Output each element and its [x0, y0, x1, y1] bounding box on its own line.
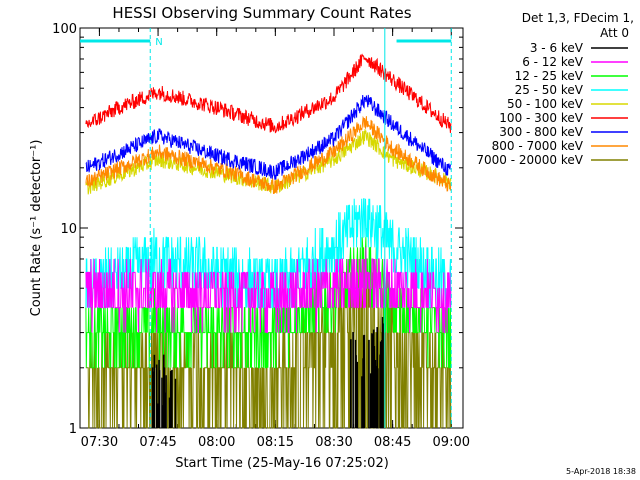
- y-axis-label: Count Rate (s⁻¹ detector⁻¹): [29, 140, 44, 317]
- x-axis-ticks: 07:30 07:45 08:00 08:15 08:30 08:45 09:00: [81, 28, 470, 450]
- x-tick-label: 07:30: [81, 435, 118, 450]
- x-tick-label: 07:45: [139, 435, 176, 450]
- legend-header-line1: Det 1,3, FDecim 1,: [522, 11, 634, 25]
- x-tick-label: 08:15: [257, 435, 294, 450]
- chart-title: HESSI Observing Summary Count Rates: [112, 4, 411, 22]
- x-tick-label: 08:00: [198, 435, 235, 450]
- y-axis-ticks: 1 10 100: [52, 22, 463, 437]
- legend-label: 6 - 12 keV: [522, 55, 584, 69]
- annotation-group: N: [80, 28, 452, 428]
- series-5: [85, 53, 452, 134]
- flag-label: N: [155, 37, 162, 48]
- timestamp: 5-Apr-2018 18:38: [566, 467, 636, 476]
- x-tick-label: 08:45: [374, 435, 411, 450]
- legend-header-line2: Att 0: [600, 26, 629, 40]
- series-2: [85, 237, 452, 369]
- series-line: [85, 247, 452, 334]
- legend-label: 100 - 300 keV: [499, 111, 583, 125]
- legend-label: 12 - 25 keV: [515, 69, 584, 83]
- series-line: [85, 53, 452, 134]
- legend-label: 300 - 800 keV: [499, 125, 583, 139]
- legend-label: 3 - 6 keV: [530, 41, 584, 55]
- legend-label: 25 - 50 keV: [515, 83, 584, 97]
- x-tick-label: 08:30: [315, 435, 352, 450]
- legend-label: 800 - 7000 keV: [492, 139, 584, 153]
- series-group: [85, 53, 452, 429]
- series-7: [85, 115, 452, 194]
- y-tick-label: 10: [60, 222, 77, 237]
- series-8: [85, 258, 452, 429]
- series-line: [85, 94, 452, 180]
- legend-label: 7000 - 20000 keV: [476, 153, 583, 167]
- series-6: [85, 94, 452, 180]
- x-tick-label: 09:00: [433, 435, 470, 450]
- y-tick-label: 100: [52, 22, 77, 37]
- x-axis-label: Start Time (25-May-16 07:25:02): [175, 456, 389, 471]
- series-1: [85, 247, 452, 334]
- y-tick-label: 1: [69, 422, 77, 437]
- series-line: [85, 115, 452, 194]
- series-line: [85, 258, 452, 429]
- legend-label: 50 - 100 keV: [507, 97, 584, 111]
- series-line: [85, 237, 452, 369]
- series-0: [151, 316, 384, 428]
